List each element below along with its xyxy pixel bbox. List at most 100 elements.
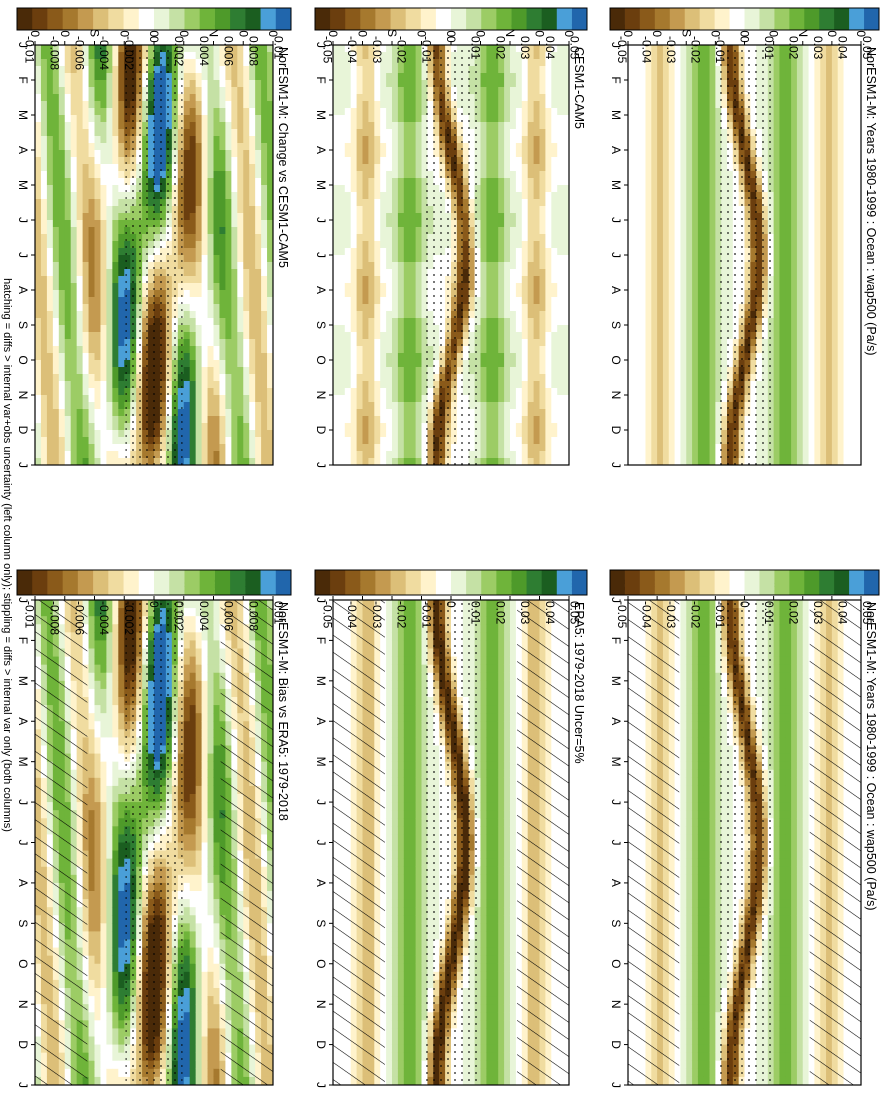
heat-cell	[509, 1036, 516, 1046]
heat-cell	[503, 802, 510, 811]
heat-cell	[691, 785, 698, 795]
heat-cell	[397, 996, 404, 1005]
heat-cell	[479, 915, 487, 924]
heat-cell	[391, 672, 398, 682]
heat-cell	[709, 794, 716, 803]
heat-cell	[403, 947, 410, 957]
heat-cell	[509, 1004, 516, 1013]
heat-cell	[679, 785, 687, 795]
heat-cell	[415, 866, 422, 876]
heat-cell	[691, 963, 698, 973]
heat-cell	[409, 648, 416, 658]
heat-cell	[497, 1044, 505, 1054]
heat-cell	[491, 834, 499, 844]
heat-cell	[679, 713, 687, 722]
heat-cell	[709, 915, 716, 924]
heat-cell	[409, 1068, 416, 1078]
heat-cell	[703, 672, 710, 682]
colorbar-label: -0.01	[419, 601, 433, 629]
heat-cell	[691, 858, 698, 868]
colorbar-label: -0.04	[345, 601, 359, 629]
heat-cell	[778, 729, 786, 738]
heat-cell	[491, 858, 499, 868]
heat-cell	[679, 874, 687, 884]
heat-cell	[773, 1004, 780, 1013]
heat-cell	[773, 947, 780, 957]
heat-cell	[385, 753, 392, 763]
heat-cell	[397, 842, 404, 852]
heat-cell	[802, 794, 809, 803]
heat-cell	[685, 996, 693, 1005]
heat-cell	[679, 680, 687, 690]
heat-cell	[685, 1004, 693, 1013]
heat-cell	[796, 947, 803, 957]
heat-cell	[685, 1012, 693, 1021]
heat-cell	[491, 939, 499, 949]
heat-cell	[485, 947, 493, 957]
heat-cell	[397, 737, 404, 747]
heat-cell	[773, 648, 780, 658]
heat-cell	[397, 640, 404, 650]
heat-cell	[415, 705, 422, 714]
heat-cell	[397, 947, 404, 957]
heat-cell	[679, 1020, 687, 1029]
heat-cell	[403, 705, 410, 714]
heat-cell	[385, 697, 392, 706]
heat-cell	[697, 794, 704, 803]
heat-cell	[397, 1028, 404, 1037]
colorbar-label: 0	[738, 601, 752, 608]
heat-cell	[409, 988, 416, 997]
heat-cell	[415, 915, 422, 924]
heat-cell	[385, 899, 392, 908]
colorbar-swatch	[774, 570, 790, 595]
heat-cell	[802, 632, 809, 641]
heat-cell	[778, 850, 786, 860]
heat-cell	[796, 745, 803, 755]
heat-cell	[709, 656, 716, 666]
heat-cell	[802, 939, 809, 949]
heat-cell	[491, 850, 499, 860]
heat-cell	[497, 1028, 505, 1037]
heat-cell	[403, 680, 410, 690]
heat-cell	[802, 963, 809, 973]
heat-cell	[415, 664, 422, 674]
heat-cell	[697, 672, 704, 682]
heat-cell	[409, 785, 416, 795]
heat-cell	[415, 988, 422, 997]
colorbar-swatch	[511, 570, 527, 595]
heat-cell	[773, 1028, 780, 1037]
heat-cell	[703, 753, 710, 763]
heat-cell	[409, 672, 416, 682]
heat-cell	[397, 891, 404, 900]
heat-cell	[778, 971, 786, 981]
heat-cell	[491, 1020, 499, 1029]
heat-cell	[415, 632, 422, 641]
heat-cell	[509, 1028, 516, 1037]
heat-cell	[685, 826, 693, 835]
heat-cell	[796, 656, 803, 666]
heat-cell	[802, 648, 809, 658]
heat-cell	[773, 1076, 780, 1086]
heat-cell	[685, 971, 693, 981]
heat-cell	[503, 664, 510, 674]
colorbar-label: 0.03	[518, 601, 532, 625]
heat-cell	[697, 648, 704, 658]
heat-cell	[697, 1004, 704, 1013]
heat-cell	[685, 664, 693, 674]
heat-cell	[479, 907, 487, 916]
colorbar-swatch	[556, 570, 572, 595]
heat-cell	[790, 1004, 797, 1013]
heat-cell	[391, 705, 398, 714]
colorbar-label: -0.03	[664, 601, 678, 629]
heat-cell	[491, 899, 499, 908]
heat-cell	[479, 713, 487, 722]
heat-cell	[479, 624, 487, 633]
heat-cell	[509, 802, 516, 811]
heat-cell	[485, 1068, 493, 1078]
panel-1: JFMAMJJASONDJ8060°N20020°S6080NorESM1-M:…	[609, 569, 880, 1088]
heat-cell	[703, 899, 710, 908]
heat-cell	[485, 769, 493, 779]
heat-cell	[703, 882, 710, 892]
heat-cell	[403, 882, 410, 892]
heat-cell	[397, 777, 404, 787]
